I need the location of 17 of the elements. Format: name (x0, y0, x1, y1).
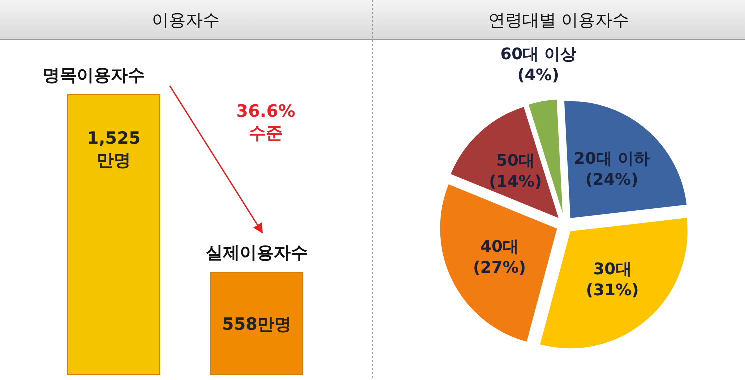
annotation: 36.6% 수준 (236, 102, 296, 144)
x-tick-label: 실제이용자수 (206, 244, 308, 264)
data-label: (24%) (586, 170, 639, 189)
data-label: (4%) (518, 65, 560, 84)
data-label: (31%) (586, 280, 640, 300)
chart-title: 연령대별 이용자수 (488, 11, 630, 31)
slice-label: 20대 이하 (574, 148, 650, 168)
data-label: (27%) (473, 258, 526, 277)
data-label: 558만명 (222, 314, 292, 335)
slice-label: 50대 (496, 150, 535, 170)
slice-label: 40대 (480, 236, 519, 256)
chart-title: 이용자수 (152, 11, 220, 31)
slice-label: 60대 이상 (500, 44, 576, 64)
slice-label: 30대 (594, 260, 632, 279)
x-tick-label: 명목이용자수 (43, 66, 145, 86)
data-label: (14%) (489, 172, 542, 191)
data-label: 1,525 만명 (87, 129, 141, 171)
